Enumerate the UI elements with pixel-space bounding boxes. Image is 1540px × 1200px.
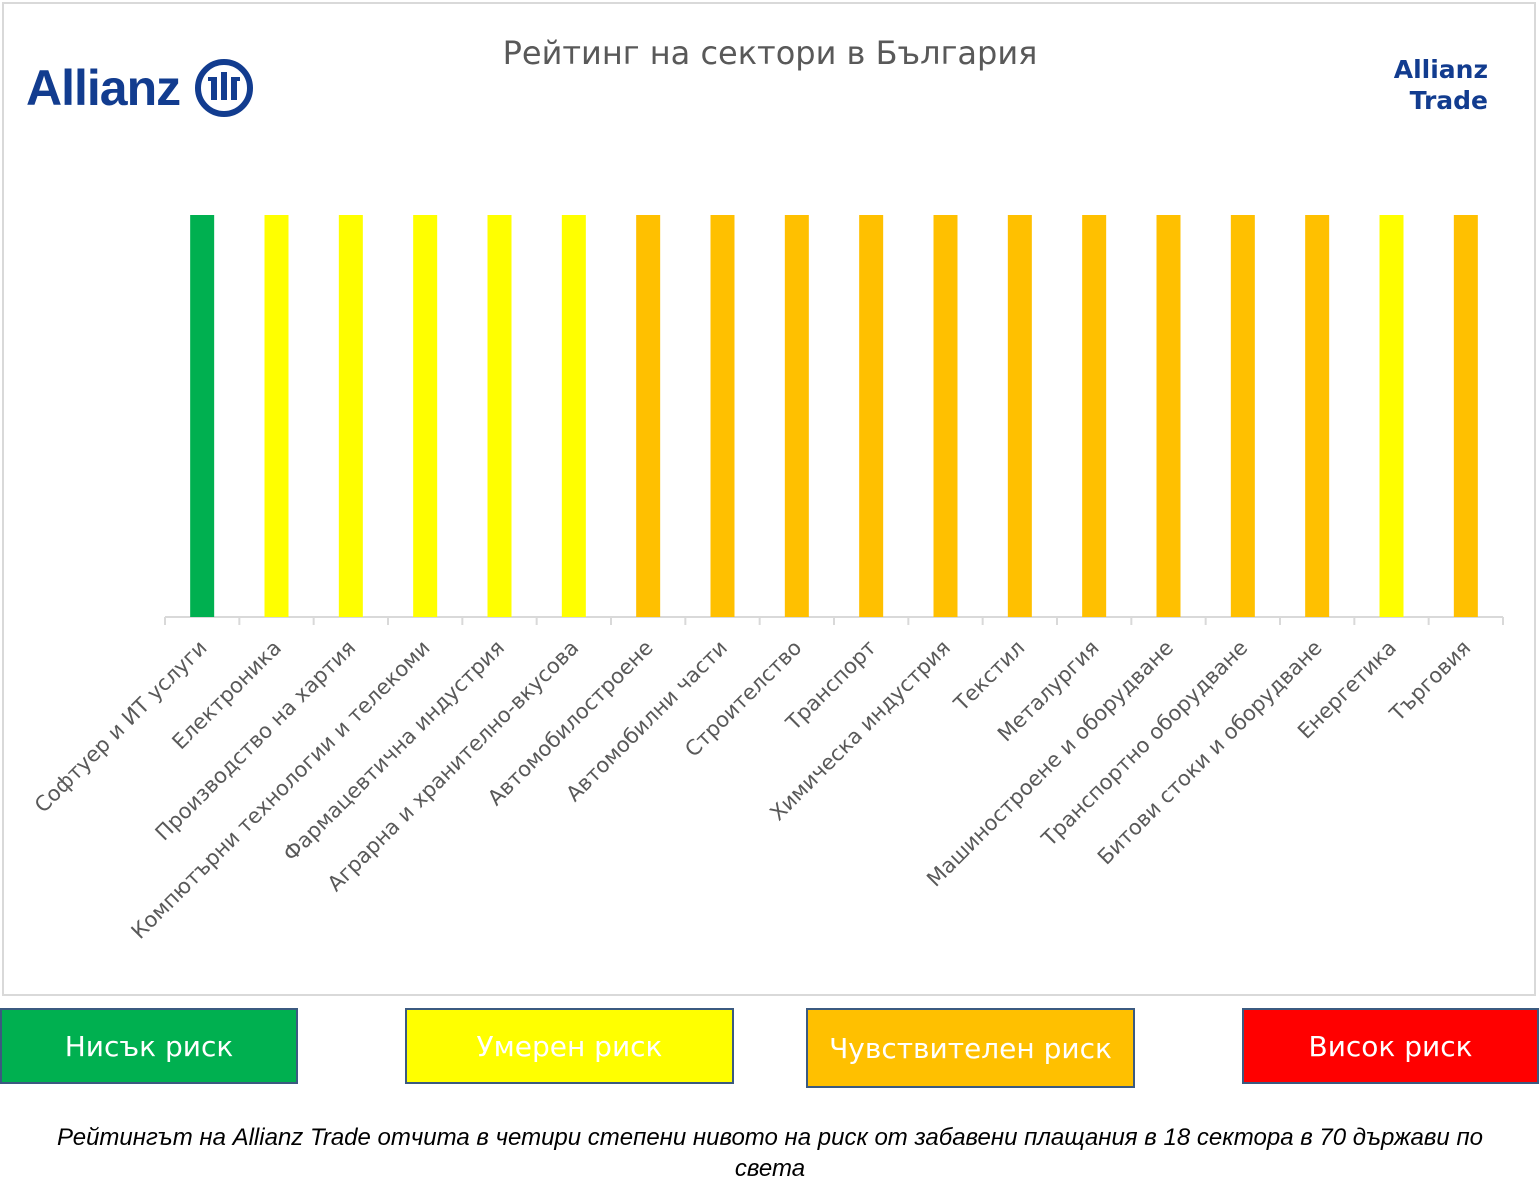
caption: Рейтингът на Allianz Trade отчита в чети… — [56, 1124, 1484, 1182]
bar-3 — [338, 215, 363, 617]
bar-chart: Софтуер и ИТ услугиЕлектроникаПроизводст… — [30, 215, 1504, 944]
legend-high-risk-label: Висок риск — [1308, 1029, 1473, 1063]
legend-sensitive-risk: Чувствителен риск — [806, 1008, 1135, 1088]
bar-7 — [636, 215, 661, 617]
bar-2 — [264, 215, 289, 617]
bar-6 — [561, 215, 586, 617]
x-tick-label: Търговия — [1384, 636, 1475, 727]
allianz-trade-line2: Trade — [1409, 86, 1488, 115]
bar-1 — [190, 215, 215, 617]
legend-moderate-risk: Умерен риск — [405, 1008, 734, 1084]
bar-12 — [1007, 215, 1032, 617]
bar-13 — [1082, 215, 1107, 617]
allianz-logo: Allianz — [26, 58, 254, 118]
bar-16 — [1305, 215, 1330, 617]
legend-high-risk: Висок риск — [1242, 1008, 1539, 1084]
bar-15 — [1230, 215, 1255, 617]
allianz-eagle-icon — [195, 59, 254, 117]
allianz-wordmark: Allianz — [26, 60, 181, 116]
allianz-trade-line1: Allianz — [1393, 55, 1488, 84]
bar-5 — [487, 215, 512, 617]
legend-low-risk: Нисък риск — [0, 1008, 298, 1084]
legend-sensitive-risk-label: Чувствителен риск — [829, 1031, 1112, 1065]
bar-18 — [1453, 215, 1478, 617]
chart-frame — [2, 2, 1536, 996]
allianz-trade-logo: Allianz Trade — [1394, 54, 1488, 116]
chart-title: Рейтинг на сектори в България — [502, 34, 1038, 72]
bar-10 — [859, 215, 884, 617]
bar-14 — [1156, 215, 1181, 617]
bar-8 — [710, 215, 735, 617]
legend-low-risk-label: Нисък риск — [64, 1029, 234, 1063]
legend-moderate-risk-label: Умерен риск — [476, 1029, 663, 1063]
bar-11 — [933, 215, 958, 617]
bar-9 — [784, 215, 809, 617]
bar-17 — [1379, 215, 1404, 617]
bar-4 — [413, 215, 438, 617]
